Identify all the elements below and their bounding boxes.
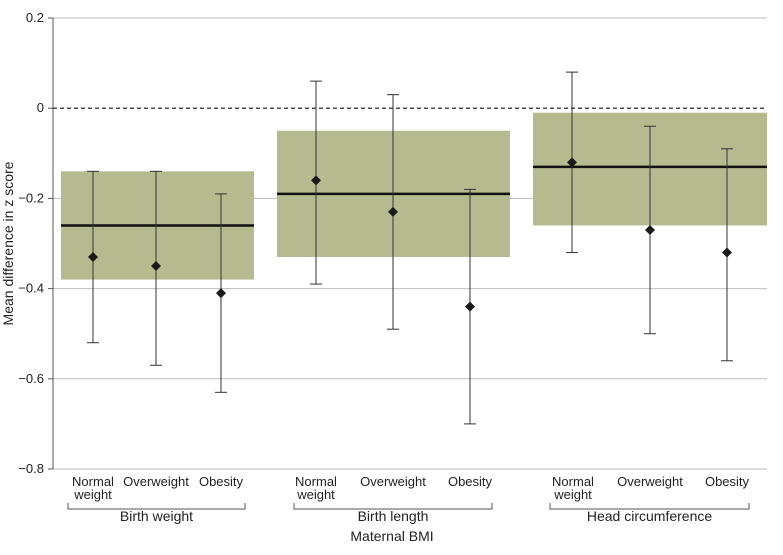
category-label: Normal [295,474,337,489]
y-tick-label: 0 [37,100,44,115]
category-label: Overweight [360,474,426,489]
category-label: Normal [72,474,114,489]
category-label: Overweight [617,474,683,489]
y-tick-label: −0.8 [18,461,44,476]
point-estimate-diamond [567,157,577,168]
y-tick-label: −0.2 [18,190,44,205]
point-estimate-diamond [216,288,226,299]
category-label: Obesity [199,474,244,489]
category-label: weight [296,487,335,502]
y-tick-label: −0.6 [18,371,44,386]
point-estimate-diamond [645,224,655,235]
x-axis-title: Maternal BMI [350,528,433,544]
group-bracket [549,503,750,510]
point-estimate-diamond [311,175,321,186]
category-label: Overweight [123,474,189,489]
group-bracket [293,503,493,510]
y-tick-label: −0.4 [18,281,44,296]
group-label: Birth weight [120,508,193,524]
category-label: Obesity [448,474,493,489]
group-label: Birth length [358,508,429,524]
point-estimate-diamond [88,252,98,263]
category-label: weight [553,487,592,502]
point-estimate-diamond [151,261,161,272]
category-label: Obesity [705,474,750,489]
y-tick-label: 0.2 [26,10,44,25]
point-estimate-diamond [388,206,398,217]
y-axis-title: Mean difference in z score [0,161,16,325]
category-label: Normal [552,474,594,489]
category-label: weight [73,487,112,502]
group-bracket [67,503,246,510]
point-estimate-diamond [722,247,732,258]
point-estimate-diamond [465,301,475,312]
group-label: Head circumference [587,508,712,524]
